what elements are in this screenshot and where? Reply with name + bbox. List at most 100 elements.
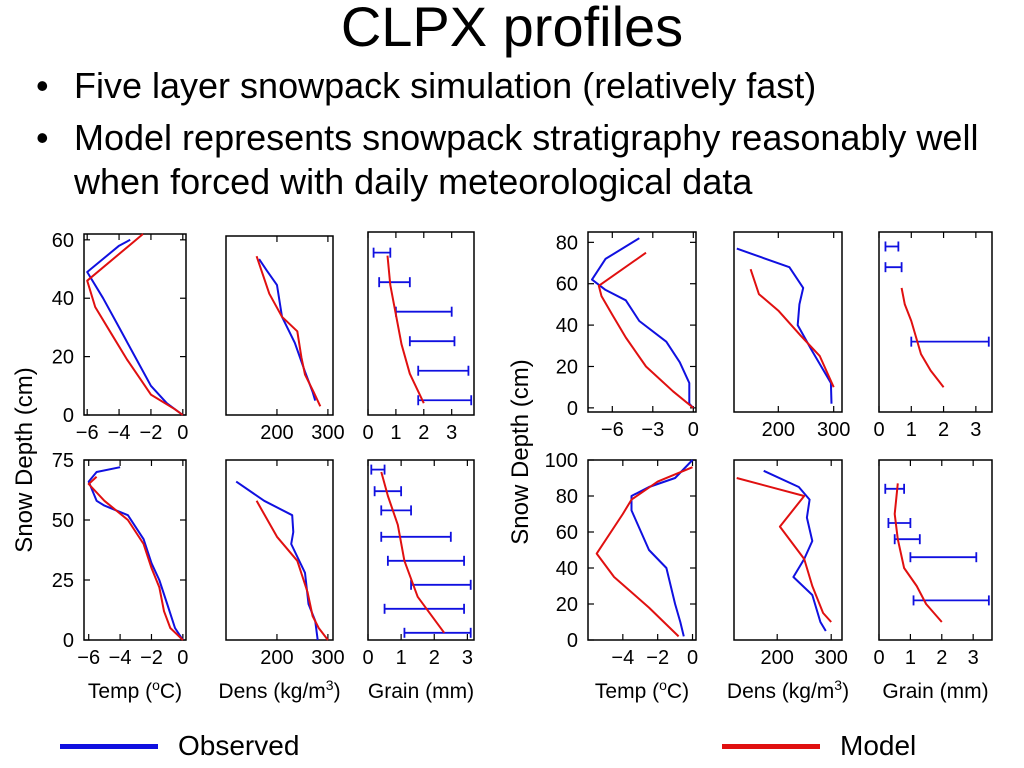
y-tick-label: 50 [52, 510, 74, 532]
panel-right-top-temp [587, 231, 697, 413]
model-profile-line [893, 483, 943, 623]
x-tick-label: 300 [311, 422, 344, 444]
x-tick-label: 0 [873, 419, 884, 441]
panel-left-bottom-grain [367, 459, 475, 641]
x-tick-label: 0 [177, 647, 188, 669]
legend-label-model: Model [840, 730, 917, 761]
plot-frame [367, 231, 475, 416]
x-tick-label: 200 [260, 422, 293, 444]
x-tick-label: 0 [177, 422, 188, 444]
observed-profile-line [763, 469, 827, 632]
y-tick-label: 80 [556, 486, 578, 508]
model-profile-line [255, 500, 329, 641]
x-tick-label: 2 [418, 422, 429, 444]
x-tick-label: −2 [140, 647, 163, 669]
y-tick-label: 40 [556, 315, 578, 337]
y-tick-label: 20 [556, 594, 578, 616]
x-tick-label: 200 [761, 647, 794, 669]
y-tick-label: 40 [556, 558, 578, 580]
x-tick-label: 200 [762, 419, 795, 441]
x-tick-label: −4 [109, 647, 132, 669]
x-tick-label: 0 [362, 647, 373, 669]
observed-profile-line [591, 237, 695, 409]
observed-profile-line [630, 459, 694, 637]
plot-frame [878, 231, 993, 413]
plot-frame [587, 459, 697, 641]
panel-left-bottom-dens [225, 459, 334, 641]
y-tick-label: 60 [556, 522, 578, 544]
x-tick-label: 2 [936, 647, 947, 669]
slide-title: CLPX profiles [340, 0, 684, 58]
x-tick-label: −4 [611, 647, 634, 669]
plot-frame [587, 231, 697, 413]
x-tick-label: 0 [687, 647, 698, 669]
plot-frame [225, 459, 334, 641]
x-tick-label: −6 [601, 419, 624, 441]
y-tick-label: 80 [556, 232, 578, 254]
y-tick-label: 60 [52, 230, 74, 252]
y-tick-label: 0 [63, 405, 74, 427]
x-tick-label: 2 [429, 647, 440, 669]
x-tick-label: −2 [140, 422, 163, 444]
x-axis-label: Temp (oC) [88, 677, 182, 703]
panel-right-top-grain [878, 231, 993, 413]
y-tick-label: 60 [556, 274, 578, 296]
model-profile-line [86, 233, 184, 416]
x-tick-label: −3 [641, 419, 664, 441]
model-profile-line [386, 255, 425, 404]
x-tick-label: 1 [396, 647, 407, 669]
observed-profile-line [736, 247, 833, 404]
plot-frame [878, 459, 993, 641]
observed-profile-line [86, 238, 184, 416]
observed-profile-line [87, 466, 184, 641]
x-axis-label: Grain (mm) [882, 680, 988, 703]
model-profile-line [380, 471, 446, 634]
y-tick-label: 75 [52, 450, 74, 472]
y-tick-label: 0 [567, 398, 578, 420]
model-profile-line [900, 287, 945, 388]
x-tick-label: 300 [817, 419, 850, 441]
bullet-item: Model represents snowpack stratigraphy r… [30, 116, 1020, 204]
y-tick-label: 20 [52, 347, 74, 369]
x-tick-label: 300 [815, 647, 848, 669]
y-tick-label: 20 [556, 356, 578, 378]
legend-label-observed: Observed [178, 730, 300, 761]
x-tick-label: 1 [905, 647, 916, 669]
model-profile-line [595, 466, 693, 638]
panel-left-bottom-temp [83, 459, 187, 641]
x-axis-label: Dens (kg/m3) [218, 677, 340, 703]
observed-profile-line [235, 480, 319, 641]
x-tick-label: −6 [76, 422, 99, 444]
legend-swatch-model [722, 744, 820, 749]
plot-frame [83, 459, 187, 641]
bullet-item: Five layer snowpack simulation (relative… [30, 64, 1020, 108]
panel-left-top-dens [225, 235, 334, 416]
x-tick-label: 2 [938, 419, 949, 441]
x-tick-label: 1 [906, 419, 917, 441]
panel-right-bottom-grain [878, 459, 993, 641]
panel-left-top-temp [83, 233, 187, 416]
x-tick-label: −2 [646, 647, 669, 669]
model-profile-line [255, 255, 322, 407]
model-profile-line [749, 268, 835, 388]
x-tick-label: 3 [970, 419, 981, 441]
x-tick-label: 3 [446, 422, 457, 444]
x-tick-label: 0 [688, 419, 699, 441]
y-tick-label: 0 [567, 630, 578, 652]
x-tick-label: 200 [260, 647, 293, 669]
x-tick-label: 3 [462, 647, 473, 669]
panel-right-bottom-temp [587, 459, 697, 641]
panel-left-top-grain [367, 231, 475, 416]
x-axis-label: Temp (oC) [595, 677, 689, 703]
bullet-list: Five layer snowpack simulation (relative… [30, 64, 1020, 212]
legend-swatch-observed [60, 744, 158, 749]
model-profile-line [736, 477, 832, 623]
plot-frame [83, 233, 187, 416]
x-tick-label: 1 [390, 422, 401, 444]
y-tick-label: 25 [52, 570, 74, 592]
plot-frame [733, 231, 843, 413]
y-tick-label: 0 [63, 630, 74, 652]
x-tick-label: 3 [968, 647, 979, 669]
x-axis-label: Grain (mm) [368, 680, 474, 703]
